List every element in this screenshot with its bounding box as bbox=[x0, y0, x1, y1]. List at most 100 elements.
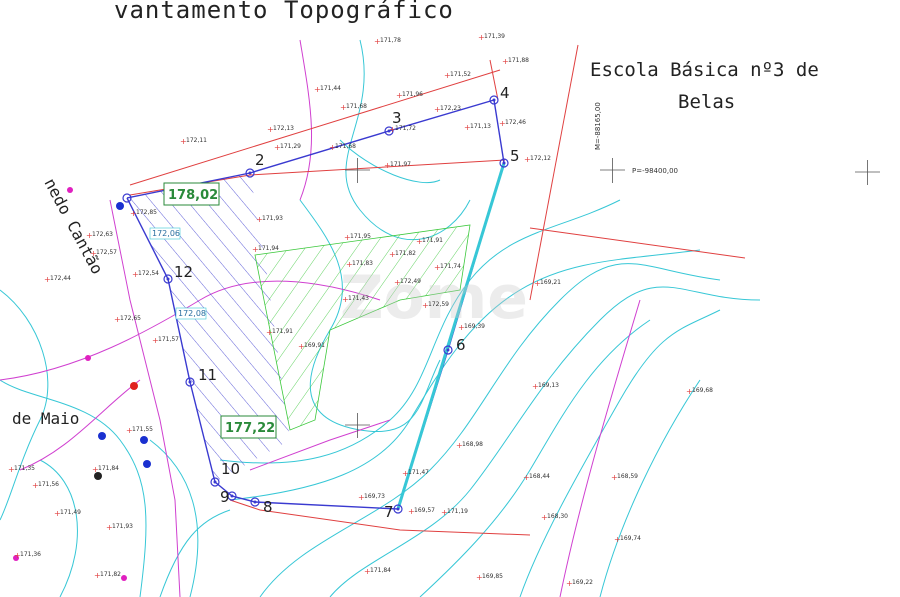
spot-height: 171,13 bbox=[470, 123, 491, 130]
spot-height-mark: + bbox=[86, 231, 93, 240]
vertex-label: 3 bbox=[392, 109, 402, 127]
spot-height: 169,91 bbox=[304, 342, 325, 349]
vertex-dot bbox=[248, 171, 252, 175]
spot-height: 171,68 bbox=[335, 143, 356, 150]
spot-height-mark: + bbox=[358, 493, 365, 502]
spot-height-mark: + bbox=[523, 473, 530, 482]
spot-height: 171,55 bbox=[132, 426, 153, 433]
spot-height-mark: + bbox=[126, 426, 133, 435]
spot-height-mark: + bbox=[132, 270, 139, 279]
spot-height: 171,74 bbox=[440, 263, 461, 270]
spot-height-mark: + bbox=[342, 295, 349, 304]
vertex-point bbox=[499, 158, 509, 168]
coordinate-label: P=-98400,00 bbox=[632, 167, 678, 175]
spot-height-mark: + bbox=[32, 481, 39, 490]
spot-height-mark: + bbox=[402, 469, 409, 478]
spot-height-mark: + bbox=[422, 301, 429, 310]
vertex-point bbox=[163, 274, 173, 284]
spot-height: 172,54 bbox=[138, 270, 159, 277]
spot-height: 168,59 bbox=[617, 473, 638, 480]
spot-height: 169,13 bbox=[538, 382, 559, 389]
spot-height: 169,57 bbox=[414, 507, 435, 514]
spot-height-mark: + bbox=[478, 33, 485, 42]
spot-height: 171,78 bbox=[380, 37, 401, 44]
vertex-label: 4 bbox=[500, 84, 510, 102]
spot-height-mark: + bbox=[114, 315, 121, 324]
spot-height-mark: + bbox=[54, 509, 61, 518]
watermark: Zome bbox=[340, 263, 528, 333]
spot-height: 171,47 bbox=[408, 469, 429, 476]
spot-height: 168,30 bbox=[547, 513, 568, 520]
spot-height: 169,73 bbox=[364, 493, 385, 500]
vertex-label: 9 bbox=[220, 488, 230, 506]
spot-height: 171,84 bbox=[370, 567, 391, 574]
spot-height: 169,39 bbox=[464, 323, 485, 330]
spot-height: 171,91 bbox=[422, 237, 443, 244]
spot-height-mark: + bbox=[106, 523, 113, 532]
vertex-point bbox=[393, 504, 403, 514]
spot-height-mark: + bbox=[499, 119, 506, 128]
spot-height: 171,43 bbox=[348, 295, 369, 302]
spot-height-mark: + bbox=[44, 275, 51, 284]
spot-height: 171,93 bbox=[262, 215, 283, 222]
spot-height-mark: + bbox=[374, 37, 381, 46]
spot-height-mark: + bbox=[416, 237, 423, 246]
spot-height-mark: + bbox=[408, 507, 415, 516]
spot-height: 172,49 bbox=[400, 278, 421, 285]
spot-height-mark: + bbox=[441, 508, 448, 517]
spot-height: 172,13 bbox=[273, 125, 294, 132]
spot-height: 171,82 bbox=[100, 571, 121, 578]
spot-height: 171,49 bbox=[60, 509, 81, 516]
vertex-dot bbox=[502, 161, 506, 165]
spot-height: 171,39 bbox=[484, 33, 505, 40]
contour-label: 172,06 bbox=[152, 229, 180, 238]
cyan-edge bbox=[396, 162, 506, 510]
spot-height: 171,96 bbox=[402, 91, 423, 98]
spot-height: 172,59 bbox=[428, 301, 449, 308]
spot-height: 172,65 bbox=[120, 315, 141, 322]
spot-height-mark: + bbox=[180, 137, 187, 146]
spot-height-mark: + bbox=[364, 567, 371, 576]
level-box bbox=[163, 182, 220, 206]
spot-height-mark: + bbox=[344, 233, 351, 242]
spot-height: 171,88 bbox=[508, 57, 529, 64]
spot-height-mark: + bbox=[256, 215, 263, 224]
vertex-label: 11 bbox=[198, 366, 217, 384]
spot-height-mark: + bbox=[8, 465, 15, 474]
spot-height: 172,23 bbox=[440, 105, 461, 112]
vertex-dot bbox=[492, 98, 496, 102]
vertex-point bbox=[384, 126, 394, 136]
vertex-label: 8 bbox=[263, 498, 273, 516]
vertex-label: 2 bbox=[255, 151, 265, 169]
spot-height: 171,35 bbox=[14, 465, 35, 472]
blue-hatch bbox=[127, 173, 290, 482]
spot-height-mark: + bbox=[456, 441, 463, 450]
spot-height-mark: + bbox=[566, 579, 573, 588]
spot-height: 171,19 bbox=[447, 508, 468, 515]
spot-height-mark: + bbox=[611, 473, 618, 482]
vertex-dot bbox=[253, 500, 257, 504]
spot-height-mark: + bbox=[541, 513, 548, 522]
vertex-label: 7 bbox=[384, 503, 394, 521]
spot-height: 171,91 bbox=[272, 328, 293, 335]
vertex-dot bbox=[230, 494, 234, 498]
spot-height: 171,44 bbox=[320, 85, 341, 92]
spot-height-mark: + bbox=[267, 125, 274, 134]
vertex-label: 6 bbox=[456, 336, 466, 354]
spot-height: 172,57 bbox=[96, 249, 117, 256]
school-label: Belas bbox=[678, 91, 735, 113]
spot-height: 168,98 bbox=[462, 441, 483, 448]
spot-height: 171,95 bbox=[350, 233, 371, 240]
street-label: de Maio bbox=[12, 409, 79, 428]
coordinate-label: M=-88165,00 bbox=[594, 102, 602, 150]
grid-crosses bbox=[345, 158, 880, 438]
spot-height-mark: + bbox=[298, 342, 305, 351]
spot-height: 172,12 bbox=[530, 155, 551, 162]
spot-height-mark: + bbox=[274, 143, 281, 152]
vertex-dot bbox=[188, 380, 192, 384]
vertex-dot bbox=[213, 480, 217, 484]
level-label: 177,22 bbox=[225, 421, 275, 436]
spot-height-mark: + bbox=[434, 105, 441, 114]
spot-height: 169,68 bbox=[692, 387, 713, 394]
